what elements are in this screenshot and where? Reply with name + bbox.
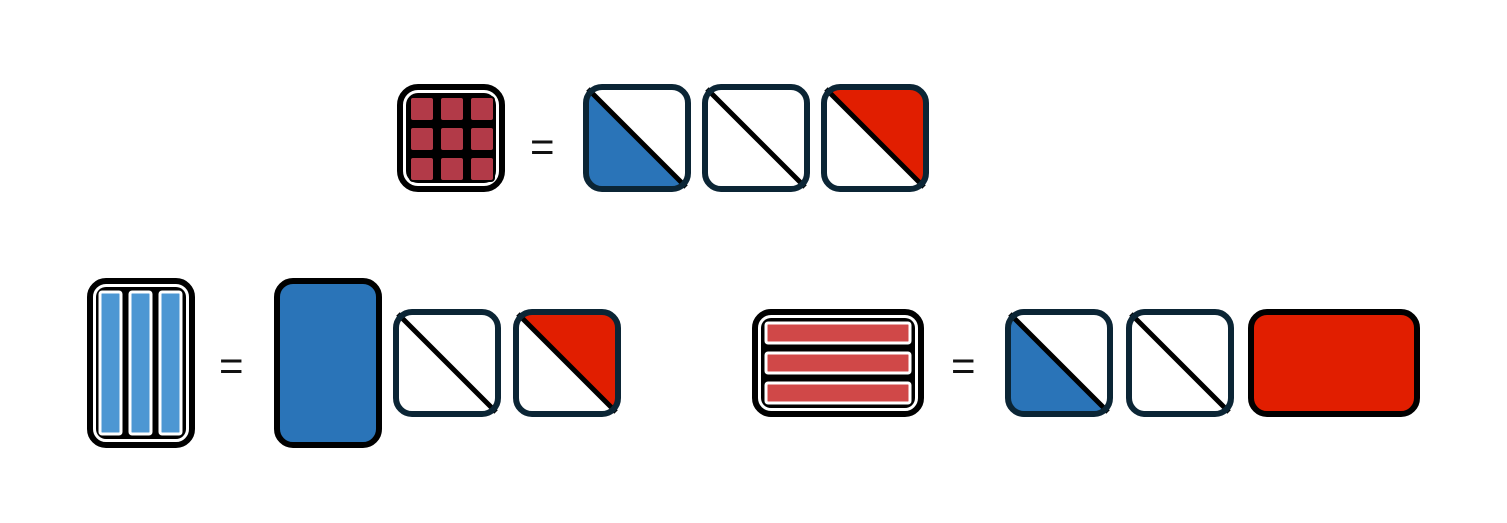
- diagonal-split-tile-red: [821, 84, 929, 192]
- solid-tile-red-wide: [1248, 309, 1420, 417]
- vertical-bars-icon: [87, 278, 195, 448]
- diagonal-split-tile-empty: [393, 309, 501, 417]
- equals-sign-top: =: [530, 123, 555, 170]
- diagonal-split-tile-empty: [702, 84, 810, 192]
- diagonal-split-tile-empty: [1126, 309, 1234, 417]
- grid-3x3-icon: [397, 84, 505, 192]
- diagonal-split-tile-blue: [1005, 309, 1113, 417]
- diagonal-split-tile-blue: [583, 84, 691, 192]
- equals-sign-bottom-left: =: [219, 342, 244, 389]
- diagonal-split-tile-red: [513, 309, 621, 417]
- equals-sign-bottom-right: =: [951, 342, 976, 389]
- solid-tile-blue-tall: [274, 278, 382, 448]
- horizontal-bars-icon: [752, 309, 924, 417]
